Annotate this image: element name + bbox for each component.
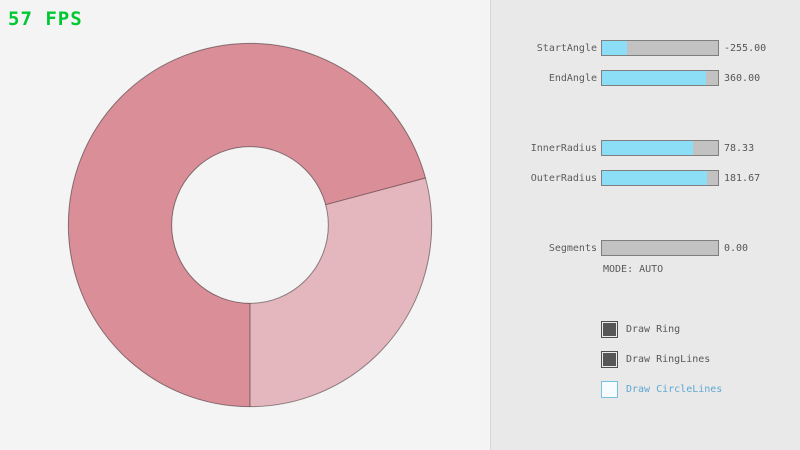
innerradius-slider-fill (602, 141, 693, 155)
startangle-slider-fill (602, 41, 628, 55)
startangle-value: -255.00 (724, 42, 767, 54)
outerradius-slider[interactable] (601, 170, 719, 186)
outerradius-label: OuterRadius (530, 172, 597, 184)
innerradius-value: 78.33 (724, 142, 755, 154)
draw-ring-label: Draw Ring (626, 323, 681, 335)
startangle-slider-row: StartAngle -255.00 (491, 40, 800, 56)
endangle-value: 360.00 (724, 72, 761, 84)
render-canvas: 57 FPS (8, 8, 433, 408)
segments-slider[interactable] (601, 240, 719, 256)
outerradius-value: 181.67 (724, 172, 761, 184)
segments-slider-row: Segments 0.00 (491, 240, 800, 256)
endangle-label: EndAngle (548, 72, 597, 84)
segments-mode-label: MODE: AUTO (603, 264, 664, 275)
endangle-slider-row: EndAngle 360.00 (491, 70, 800, 86)
fps-counter: 57 FPS (8, 8, 83, 30)
draw-circlelines-label: Draw CircleLines (626, 383, 723, 395)
innerradius-slider-row: InnerRadius 78.33 (491, 140, 800, 156)
segments-label: Segments (548, 242, 597, 254)
innerradius-slider[interactable] (601, 140, 719, 156)
endangle-slider-fill (602, 71, 707, 85)
checkmark-icon (603, 352, 616, 366)
draw-ringlines-checkbox[interactable] (601, 350, 618, 368)
draw-ring-checkbox-row[interactable]: Draw Ring (601, 320, 680, 338)
controls-panel: StartAngle -255.00 EndAngle 360.00 Inner… (490, 0, 800, 450)
draw-circlelines-checkbox-row[interactable]: Draw CircleLines (601, 380, 722, 398)
draw-circlelines-checkbox[interactable] (601, 380, 618, 398)
checkmark-icon (603, 322, 616, 336)
outerradius-slider-row: OuterRadius 181.67 (491, 170, 800, 186)
startangle-slider[interactable] (601, 40, 719, 56)
innerradius-label: InnerRadius (530, 142, 597, 154)
draw-ringlines-checkbox-row[interactable]: Draw RingLines (601, 350, 710, 368)
outerradius-slider-fill (602, 171, 708, 185)
endangle-slider[interactable] (601, 70, 719, 86)
startangle-label: StartAngle (536, 42, 597, 54)
segments-value: 0.00 (724, 242, 749, 254)
draw-ringlines-label: Draw RingLines (626, 353, 711, 365)
ring-canvas (67, 42, 433, 408)
draw-ring-checkbox[interactable] (601, 320, 618, 338)
